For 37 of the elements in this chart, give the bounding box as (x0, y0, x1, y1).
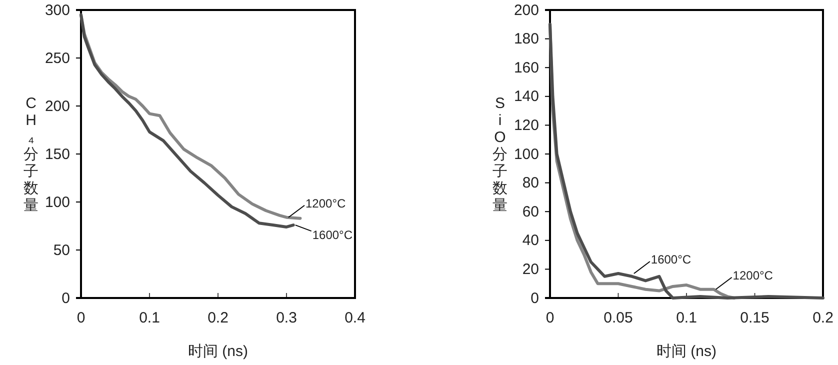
x-tick-label: 0.1 (139, 310, 160, 327)
line-series (548, 22, 824, 300)
x-tick-label: 0.3 (276, 310, 297, 327)
x-tick-label: 0.4 (344, 310, 366, 327)
y-tick-label: 250 (44, 50, 70, 67)
x-tick-label: 0 (546, 310, 554, 327)
x-tick-label: 0.2 (208, 310, 228, 327)
y-tick-label: 100 (514, 146, 539, 163)
y-tick-label: 0 (62, 290, 70, 307)
x-axis-title: 时间 (ns) (656, 343, 717, 360)
y-tick-label: 140 (514, 88, 539, 106)
x-tick-label: 0.1 (676, 310, 697, 327)
y-tick-label: 120 (514, 117, 539, 134)
annotation: 1600°C (312, 228, 353, 242)
y-tick-label: 0 (530, 290, 539, 307)
y-tick-label: 180 (514, 30, 539, 48)
y-tick-label: 60 (522, 203, 539, 220)
x-tick-label: 0.15 (740, 310, 770, 327)
x-tick-label: 0.05 (604, 310, 633, 327)
x-axis-title: 时间 (ns) (188, 343, 248, 360)
y-tick-label: 150 (44, 146, 70, 163)
y-tick-label: 100 (44, 194, 70, 211)
x-tick-label: 0 (76, 310, 86, 327)
annotation: 1200°C (306, 196, 346, 210)
y-tick-label: 200 (44, 98, 70, 115)
y-axis-title: SiO分子数量 (492, 95, 508, 214)
y-tick-label: 20 (522, 261, 539, 278)
y-axis-title: CH₄分子数量 (24, 95, 38, 214)
x-tick-label: 0.2 (812, 310, 834, 327)
annotation: 1600°C (650, 252, 692, 267)
y-tick-label: 300 (44, 2, 70, 19)
y-tick-label: 50 (53, 242, 70, 259)
y-tick-label: 40 (522, 232, 539, 250)
y-tick-label: 80 (522, 174, 539, 192)
y-tick-label: 160 (514, 59, 539, 76)
annotation: 1200°C (732, 268, 774, 282)
y-tick-label: 200 (514, 2, 539, 19)
